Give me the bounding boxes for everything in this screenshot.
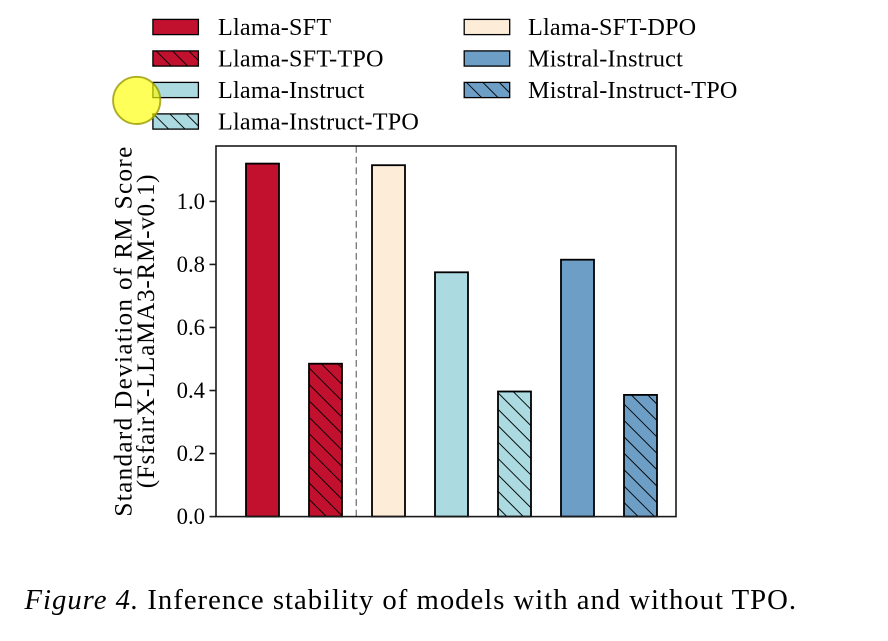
svg-text:Mistral-Instruct: Mistral-Instruct xyxy=(528,46,683,73)
svg-text:Llama-Instruct: Llama-Instruct xyxy=(218,77,365,104)
svg-text:0.6: 0.6 xyxy=(177,315,205,340)
svg-text:0.2: 0.2 xyxy=(177,441,205,466)
svg-text:Figure 4. Inference stability: Figure 4. Inference stability of models … xyxy=(24,584,798,616)
svg-text:0.8: 0.8 xyxy=(177,252,205,277)
svg-text:Llama-SFT-DPO: Llama-SFT-DPO xyxy=(528,14,696,41)
svg-text:Llama-SFT-TPO: Llama-SFT-TPO xyxy=(218,46,384,73)
svg-text:Llama-Instruct-TPO: Llama-Instruct-TPO xyxy=(218,109,419,136)
svg-text:Standard Deviation of RM Score: Standard Deviation of RM Score xyxy=(111,145,138,516)
svg-text:Llama-SFT: Llama-SFT xyxy=(218,14,331,41)
svg-text:0.4: 0.4 xyxy=(177,378,205,403)
svg-text:1.0: 1.0 xyxy=(177,189,205,214)
svg-text:0.0: 0.0 xyxy=(177,504,205,529)
svg-text:(FsfairX-LLaMA3-RM-v0.1): (FsfairX-LLaMA3-RM-v0.1) xyxy=(133,174,160,489)
svg-text:Mistral-Instruct-TPO: Mistral-Instruct-TPO xyxy=(528,77,738,104)
